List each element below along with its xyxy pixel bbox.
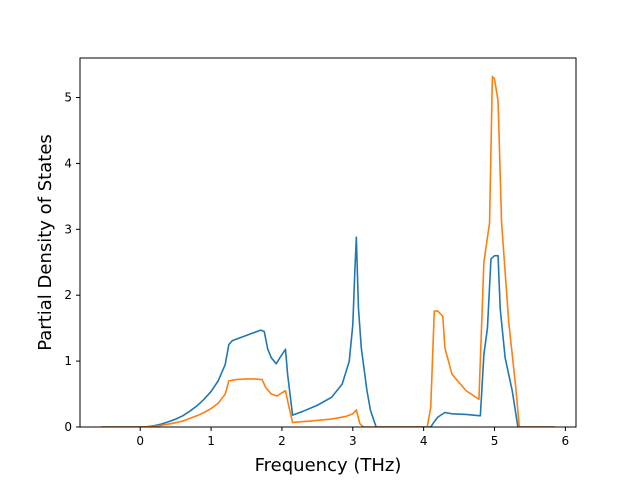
x-tick-label: 0 <box>136 434 144 448</box>
y-tick-label: 5 <box>64 91 72 105</box>
y-tick-label: 2 <box>64 288 72 302</box>
x-tick-label: 6 <box>562 434 570 448</box>
y-tick-label: 1 <box>64 354 72 368</box>
series-line-1 <box>101 236 555 427</box>
x-axis: 0 1 2 3 4 5 6 <box>136 427 569 448</box>
x-tick-label: 3 <box>349 434 357 448</box>
y-tick-label: 4 <box>64 156 72 170</box>
y-axis-label: Partial Density of States <box>35 134 56 351</box>
x-tick-label: 2 <box>278 434 286 448</box>
plot-area <box>101 75 555 427</box>
x-axis-label: Frequency (THz) <box>255 455 402 476</box>
plot-frame <box>79 57 577 428</box>
x-tick-label: 1 <box>207 434 215 448</box>
y-tick-label: 3 <box>64 222 72 236</box>
series-line-2 <box>101 75 555 427</box>
x-tick-label: 5 <box>491 434 499 448</box>
y-axis: 0 1 2 3 4 5 <box>64 91 80 434</box>
x-tick-label: 4 <box>420 434 428 448</box>
y-tick-label: 0 <box>64 420 72 434</box>
